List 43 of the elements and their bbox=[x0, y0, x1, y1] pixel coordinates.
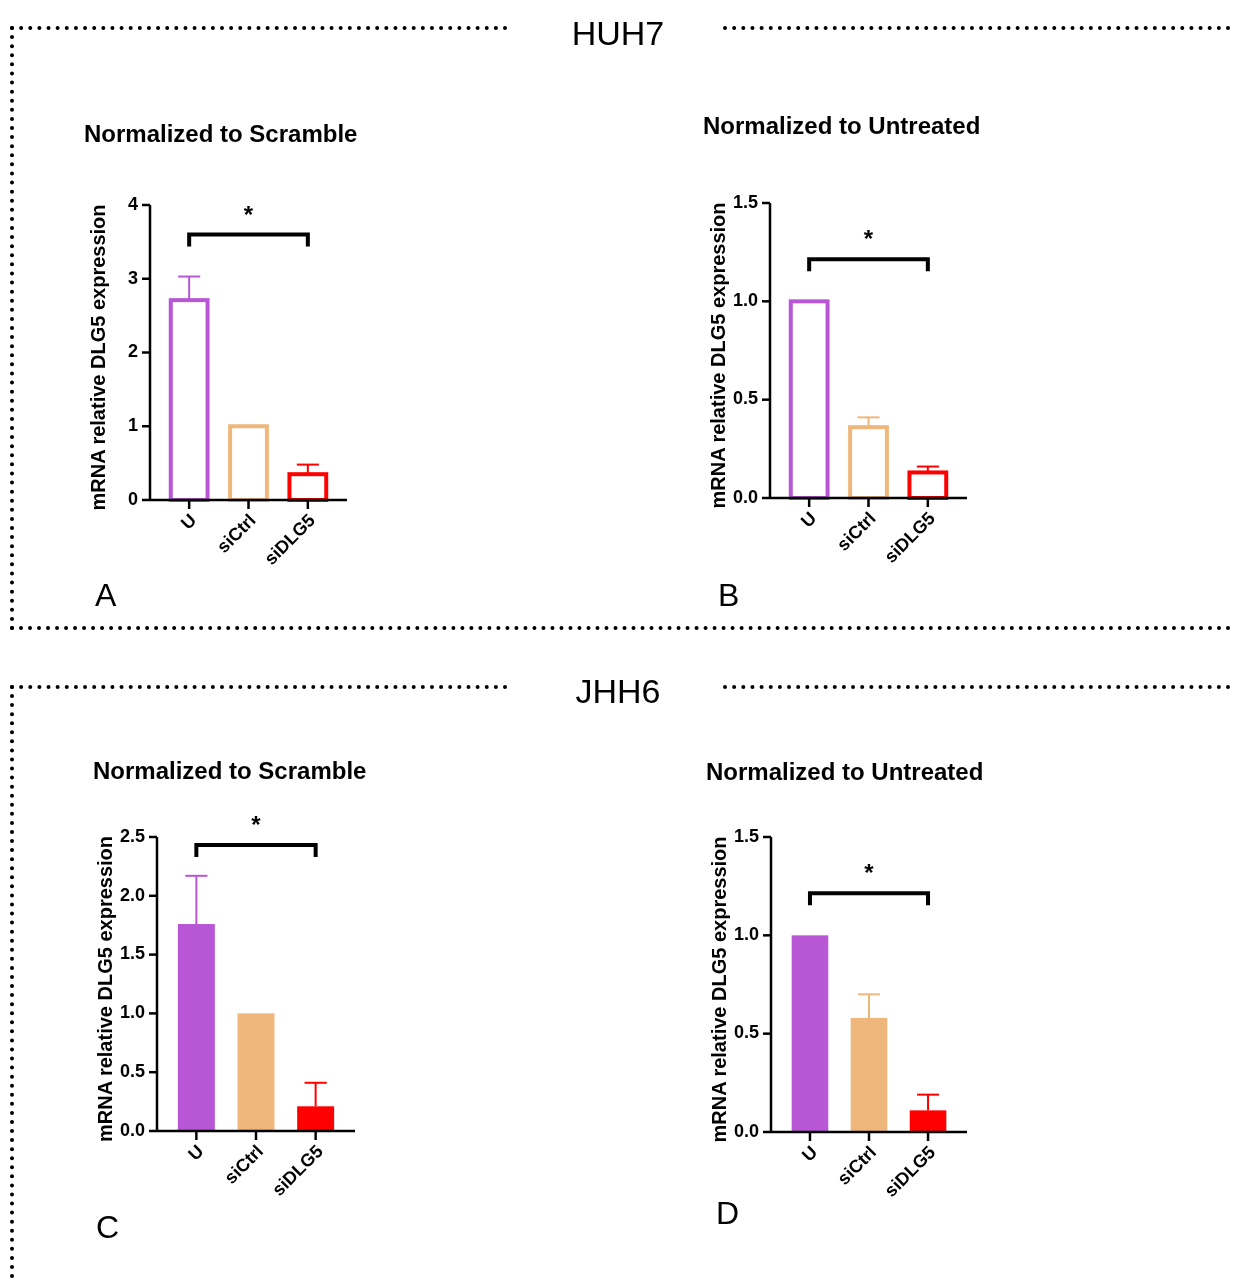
text: HUH7 bbox=[571, 13, 665, 52]
annotation: * bbox=[251, 811, 262, 838]
y-axis-title: mRNA relative DLG5 expression bbox=[707, 202, 730, 509]
y-tick-label: 4 bbox=[127, 193, 138, 214]
x-tick-label: U bbox=[184, 1141, 208, 1165]
y-tick-label: 1.0 bbox=[119, 1002, 145, 1023]
bar bbox=[237, 1013, 275, 1131]
y-tick-label: 2 bbox=[127, 341, 138, 362]
text: A bbox=[95, 577, 117, 614]
text: D bbox=[716, 1195, 740, 1232]
y-tick-label: 2.0 bbox=[119, 884, 145, 905]
annotation: * bbox=[243, 200, 254, 228]
y-tick-label: 1.0 bbox=[733, 924, 759, 945]
text: B bbox=[718, 577, 740, 614]
chart-title: Normalized to Scramble bbox=[93, 757, 367, 785]
y-axis-title: mRNA relative DLG5 expression bbox=[87, 204, 110, 511]
y-tick-label: 0.5 bbox=[732, 388, 758, 409]
y-tick-label: 0 bbox=[127, 488, 138, 509]
x-tick-label: U bbox=[797, 1142, 822, 1166]
y-tick-label: 0.0 bbox=[732, 486, 758, 507]
bar bbox=[791, 935, 829, 1132]
y-axis-title: mRNA relative DLG5 expression bbox=[94, 835, 117, 1143]
y-axis-title: mRNA relative DLG5 expression bbox=[708, 836, 731, 1143]
x-tick-label: U bbox=[797, 508, 821, 532]
text: JHH6 bbox=[575, 671, 661, 710]
y-tick-label: 0.5 bbox=[733, 1022, 759, 1043]
y-tick-label: 1.0 bbox=[732, 290, 758, 311]
chart-title: Normalized to Scramble bbox=[84, 120, 358, 148]
y-tick-label: 2.5 bbox=[119, 825, 145, 846]
annotation: * bbox=[864, 859, 875, 887]
chart-title: Normalized to Untreated bbox=[706, 758, 984, 786]
y-tick-label: 0.5 bbox=[119, 1060, 145, 1081]
y-tick-label: 1.5 bbox=[732, 191, 758, 212]
annotation: * bbox=[863, 225, 874, 253]
text: C bbox=[96, 1209, 120, 1246]
x-tick-label: U bbox=[177, 510, 201, 534]
chart-title: Normalized to Untreated bbox=[703, 112, 981, 140]
y-tick-label: 1.5 bbox=[119, 943, 145, 964]
y-tick-label: 3 bbox=[127, 267, 138, 288]
y-tick-label: 0.0 bbox=[733, 1120, 759, 1141]
y-tick-label: 1 bbox=[127, 415, 138, 435]
y-tick-label: 0.0 bbox=[119, 1119, 145, 1140]
y-tick-label: 1.5 bbox=[733, 825, 759, 846]
